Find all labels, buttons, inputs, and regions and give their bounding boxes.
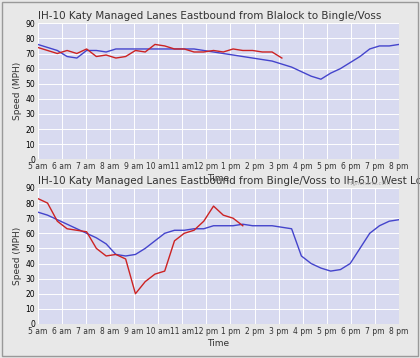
Y-axis label: Speed (MPH): Speed (MPH) [13,62,23,120]
Y-axis label: Speed (MPH): Speed (MPH) [13,227,23,285]
Text: IH-10 Katy Managed Lanes Eastbound from Bingle/Voss to IH-610 West Loop: IH-10 Katy Managed Lanes Eastbound from … [38,176,420,186]
Legend: Last 3 Months, Today's Average: Last 3 Months, Today's Average [136,217,301,232]
X-axis label: Time: Time [207,339,229,348]
Text: Highcharts.com: Highcharts.com [347,181,391,186]
X-axis label: Time: Time [207,174,229,183]
Text: IH-10 Katy Managed Lanes Eastbound from Blalock to Bingle/Voss: IH-10 Katy Managed Lanes Eastbound from … [38,11,381,21]
